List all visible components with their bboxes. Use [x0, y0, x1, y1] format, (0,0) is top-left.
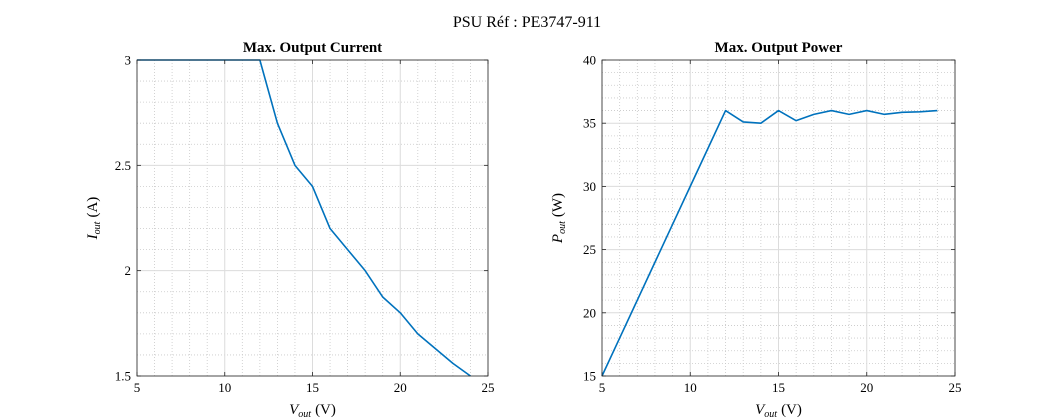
x-axis-label-symbol: V — [289, 402, 300, 418]
y-tick-label: 35 — [583, 116, 596, 131]
y-tick-label: 20 — [583, 305, 596, 320]
x-axis-label: Vout (V) — [289, 402, 336, 420]
minor-grid — [602, 60, 955, 376]
chart-title: Max. Output Current — [243, 40, 382, 56]
y-tick-label: 30 — [583, 179, 596, 194]
x-axis-label-subscript: out — [764, 409, 777, 420]
x-tick-label: 25 — [482, 380, 495, 395]
y-tick-label: 40 — [583, 53, 596, 68]
y-axis-label-subscript: out — [557, 221, 568, 234]
y-tick-label: 3 — [125, 53, 132, 68]
y-tick-label: 15 — [583, 369, 596, 384]
current-chart: 5 10 15 20 25 1.5 2 2.5 3 Max. Output Current Vout… — [85, 40, 495, 420]
x-tick-label: 10 — [684, 380, 697, 395]
x-axis-label-unit: (V) — [315, 402, 336, 418]
y-axis-label-symbol: P — [550, 234, 566, 244]
x-tick-label: 15 — [772, 380, 785, 395]
y-axis-label-unit: (W) — [550, 193, 566, 217]
x-axis-label-unit: (V) — [781, 402, 802, 418]
x-tick-label: 25 — [949, 380, 962, 395]
y-tick-label: 2.5 — [115, 158, 131, 173]
x-tick-label: 10 — [218, 380, 231, 395]
y-axis-label: Pout (W) — [550, 193, 568, 244]
y-tick-label: 1.5 — [115, 369, 131, 384]
x-tick-label: 5 — [134, 380, 141, 395]
x-tick-label: 20 — [394, 380, 407, 395]
x-tick-label: 5 — [599, 380, 606, 395]
x-axis-label-subscript: out — [298, 409, 311, 420]
x-axis-label-symbol: V — [755, 402, 766, 418]
x-tick-label: 20 — [860, 380, 873, 395]
x-tick-label: 15 — [306, 380, 319, 395]
x-axis-label: Vout (V) — [755, 402, 802, 420]
y-axis-label: Iout (A) — [85, 197, 103, 241]
y-axis-label-subscript: out — [92, 221, 103, 234]
figure-title: PSU Réf : PE3747-911 — [453, 14, 601, 31]
series-line-pout — [601, 109, 938, 377]
y-tick-label: 25 — [583, 242, 596, 257]
y-axis-label-unit: (A) — [85, 197, 101, 218]
chart-title: Max. Output Power — [715, 40, 843, 56]
y-axis-label-symbol: I — [85, 233, 101, 240]
y-tick-label: 2 — [125, 263, 132, 278]
power-chart: 5 10 15 20 25 15 20 25 30 35 40 Max. Output Power Vo… — [550, 40, 962, 420]
